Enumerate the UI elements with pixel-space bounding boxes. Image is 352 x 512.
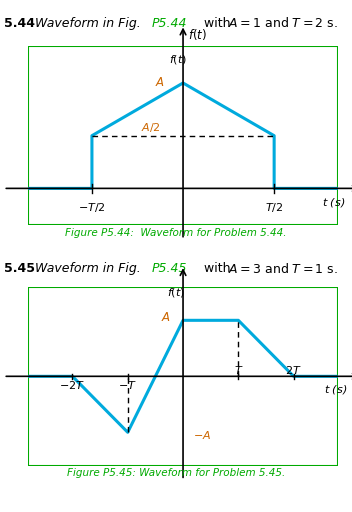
Text: $A = 3$ and $T = 1$ s.: $A = 3$ and $T = 1$ s. [228,262,338,276]
Text: $T/2$: $T/2$ [265,201,283,214]
Bar [28,46,338,225]
Text: $2T$: $2T$ [285,364,302,376]
Text: $f(t)$: $f(t)$ [188,28,207,42]
Text: $f(t)$: $f(t)$ [169,53,187,66]
Text: $-T/2$: $-T/2$ [78,201,106,214]
Text: with: with [200,262,235,275]
Text: $T$: $T$ [234,364,243,376]
Text: 5.45: 5.45 [4,262,34,275]
Text: Figure P5.45: Waveform for Problem 5.45.: Figure P5.45: Waveform for Problem 5.45. [67,468,285,479]
Text: P5.45: P5.45 [152,262,187,275]
Text: 5.44: 5.44 [4,16,34,30]
Text: $f(t)$: $f(t)$ [167,286,186,299]
Text: $t$ (s): $t$ (s) [323,383,347,396]
Text: $t$ (s): $t$ (s) [322,196,345,209]
Text: $A$: $A$ [161,311,171,324]
Text: $A$: $A$ [155,76,165,90]
Bar [28,287,338,466]
Text: $-2T$: $-2T$ [59,379,86,391]
Text: $-T$: $-T$ [118,379,137,391]
Text: $-A$: $-A$ [193,429,211,441]
Text: $A = 1$ and $T = 2$ s.: $A = 1$ and $T = 2$ s. [228,16,338,30]
Text: P5.44: P5.44 [152,16,187,30]
Text: Figure P5.44:  Waveform for Problem 5.44.: Figure P5.44: Waveform for Problem 5.44. [65,228,287,238]
Text: $A/2$: $A/2$ [142,120,161,134]
Text: Waveform in Fig.: Waveform in Fig. [34,262,144,275]
Text: Waveform in Fig.: Waveform in Fig. [34,16,144,30]
Text: with: with [200,16,235,30]
